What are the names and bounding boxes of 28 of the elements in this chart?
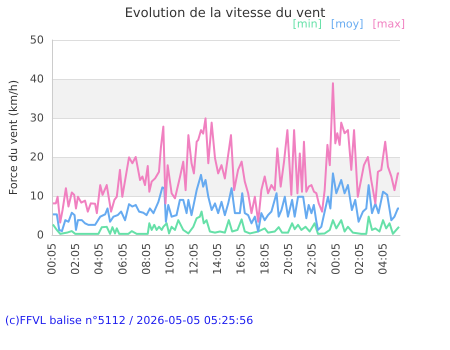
y-tick-label: 30 [30, 112, 44, 124]
x-tick-label: 04:05 [92, 243, 106, 275]
x-tick-label: 12:05 [187, 243, 200, 275]
x-tick-label: 22:05 [306, 243, 319, 275]
x-tick-label: 18:05 [258, 243, 272, 275]
x-tick-label: 00:05 [45, 243, 58, 275]
line-series [52, 82, 400, 224]
y-tick-label: 40 [30, 72, 44, 86]
x-tick-label: 04:05 [376, 243, 390, 275]
x-tick-label: 20:05 [282, 243, 296, 275]
text: [moy] [330, 18, 364, 30]
text: [max] [372, 18, 406, 30]
y-axis-title: Force du vent (km/h) [7, 80, 20, 196]
x-tick-label: 02:05 [69, 243, 82, 275]
x-tick-label: 06:05 [116, 243, 130, 275]
text: [min] [292, 18, 322, 30]
x-tick-label: 02:05 [353, 243, 366, 275]
x-tick-label: 00:05 [329, 243, 342, 275]
x-tick-label: 08:05 [140, 243, 154, 275]
x-tick-label: 16:05 [234, 243, 248, 275]
x-tick-label: 14:05 [211, 243, 224, 275]
x-tick-label: 10:05 [164, 243, 177, 275]
y-tick-label: 0 [36, 228, 44, 242]
line-series [52, 172, 400, 232]
y-tick-label: 20 [30, 150, 44, 164]
text: (c)FFVL balise n°5112 / 2026-05-05 05:25:56 [5, 314, 254, 327]
y-tick-label: 50 [30, 34, 44, 46]
y-tick-label: 10 [30, 190, 44, 202]
